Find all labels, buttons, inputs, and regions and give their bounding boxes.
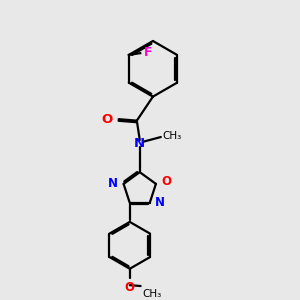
Text: F: F bbox=[144, 46, 153, 59]
Text: N: N bbox=[108, 177, 118, 190]
Text: O: O bbox=[125, 281, 135, 294]
Text: N: N bbox=[155, 196, 165, 209]
Text: CH₃: CH₃ bbox=[162, 131, 182, 141]
Text: CH₃: CH₃ bbox=[143, 289, 162, 299]
Text: N: N bbox=[134, 137, 145, 150]
Text: O: O bbox=[102, 113, 113, 126]
Text: O: O bbox=[161, 175, 171, 188]
